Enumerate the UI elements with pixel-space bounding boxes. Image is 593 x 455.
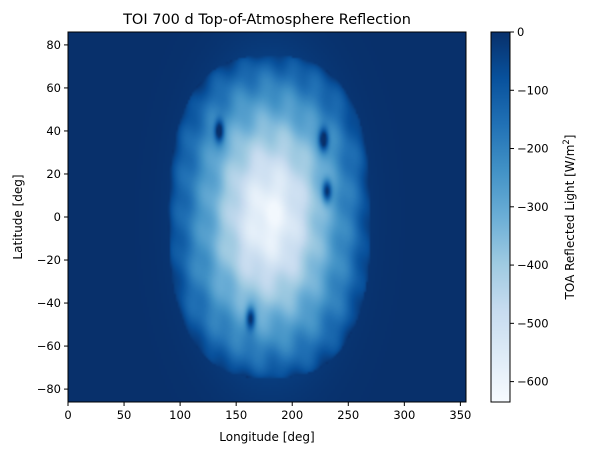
x-tick-label: 50 bbox=[117, 408, 132, 422]
x-tick-label: 100 bbox=[169, 408, 191, 422]
x-tick-label: 350 bbox=[449, 408, 471, 422]
colorbar-frame bbox=[490, 31, 511, 403]
y-tick-label: −60 bbox=[37, 339, 61, 353]
y-axis-label: Latitude [deg] bbox=[11, 174, 25, 259]
y-tick-label: 60 bbox=[46, 81, 61, 95]
colorbar-tick-label: −200 bbox=[517, 142, 549, 156]
x-axis-ticks: 0 50 100 150 200 250 300 350 bbox=[64, 402, 471, 422]
colorbar-label-end: ] bbox=[563, 135, 577, 140]
colorbar-ticks: 0 −100 −200 −300 −400 −500 −600 bbox=[510, 25, 549, 389]
x-tick-label: 0 bbox=[64, 408, 71, 422]
plot-area bbox=[68, 32, 466, 402]
chart-title: TOI 700 d Top-of-Atmosphere Reflection bbox=[122, 12, 411, 28]
y-tick-label: 0 bbox=[54, 210, 61, 224]
colorbar-label: TOA Reflected Light [W/m2] bbox=[562, 135, 577, 301]
x-axis-label: Longitude [deg] bbox=[219, 430, 314, 444]
colorbar-label-sup: 2 bbox=[562, 139, 572, 144]
colorbar-label-main: TOA Reflected Light [W/m bbox=[563, 145, 577, 301]
heatmap-field bbox=[68, 32, 466, 402]
colorbar-tick-label: −600 bbox=[517, 375, 549, 389]
y-tick-label: 20 bbox=[46, 167, 61, 181]
x-tick-label: 200 bbox=[281, 408, 303, 422]
x-tick-label: 300 bbox=[393, 408, 415, 422]
colorbar-tick-label: −300 bbox=[517, 200, 549, 214]
y-tick-label: −40 bbox=[37, 296, 61, 310]
x-tick-label: 150 bbox=[225, 408, 247, 422]
x-tick-label: 250 bbox=[337, 408, 359, 422]
colorbar-tick-label: −400 bbox=[517, 258, 549, 272]
y-axis-ticks: −80 −60 −40 −20 0 20 40 60 80 bbox=[37, 38, 68, 396]
y-tick-label: −20 bbox=[37, 253, 61, 267]
y-tick-label: 80 bbox=[46, 38, 61, 52]
colorbar: 0 −100 −200 −300 −400 −500 −600 TOA Reflected … bbox=[490, 25, 577, 403]
colorbar-tick-label: 0 bbox=[517, 25, 524, 39]
y-tick-label: 40 bbox=[46, 124, 61, 138]
colorbar-tick-label: −100 bbox=[517, 83, 549, 97]
y-tick-label: −80 bbox=[37, 382, 61, 396]
colorbar-tick-label: −500 bbox=[517, 316, 549, 330]
colorbar-gradient bbox=[491, 32, 510, 402]
